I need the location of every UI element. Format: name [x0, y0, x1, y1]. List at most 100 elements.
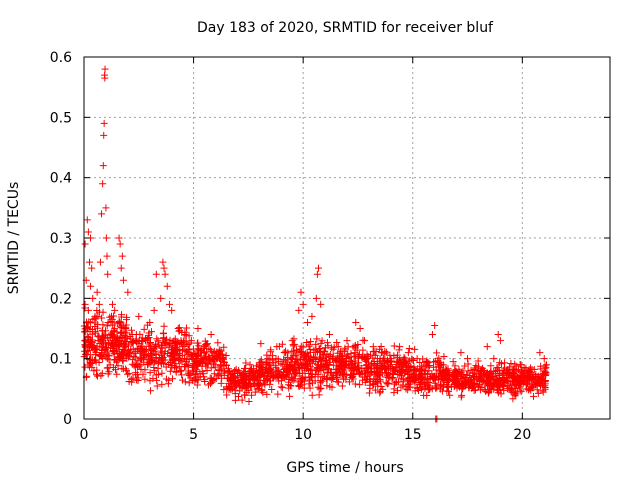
data-point: [542, 364, 550, 372]
data-point: [342, 360, 350, 368]
data-point: [308, 312, 316, 320]
data-point: [443, 375, 451, 383]
data-point: [396, 343, 404, 351]
data-point: [426, 382, 434, 390]
data-point: [476, 378, 484, 386]
data-point: [242, 364, 250, 372]
data-point: [120, 331, 128, 339]
data-point: [191, 377, 199, 385]
data-point: [270, 373, 278, 381]
data-point: [218, 354, 226, 362]
data-point: [214, 355, 222, 363]
data-point: [92, 349, 100, 357]
data-point: [350, 366, 358, 374]
data-point: [405, 363, 413, 371]
data-point: [282, 357, 290, 365]
data-point: [322, 356, 330, 364]
data-point: [405, 383, 413, 391]
tick-labels: 0 5 10 15 20 0 0.1 0.2 0.3 0.4 0.5 0.6: [50, 50, 532, 443]
data-point: [433, 384, 441, 392]
data-point: [136, 342, 144, 350]
data-point: [238, 379, 246, 387]
data-point: [160, 322, 168, 330]
data-point: [110, 356, 118, 364]
data-point: [529, 374, 537, 382]
data-point: [489, 382, 497, 390]
data-point: [90, 367, 98, 375]
data-point: [405, 344, 413, 352]
data-point: [477, 367, 485, 375]
data-point: [278, 384, 286, 392]
data-point: [394, 357, 402, 365]
data-point: [85, 258, 93, 266]
data-point: [269, 352, 277, 360]
data-point: [526, 364, 534, 372]
data-point: [166, 351, 174, 359]
data-point: [263, 368, 271, 376]
data-point: [81, 240, 89, 248]
data-point: [512, 384, 520, 392]
data-point: [316, 379, 324, 387]
data-point: [131, 349, 139, 357]
data-point: [291, 340, 299, 348]
data-point: [141, 375, 149, 383]
data-point: [306, 356, 314, 364]
data-point: [496, 337, 504, 345]
data-point: [231, 396, 239, 404]
data-point: [179, 376, 187, 384]
data-point: [160, 334, 168, 342]
data-point: [123, 313, 131, 321]
data-point: [207, 364, 215, 372]
data-point: [247, 367, 255, 375]
data-point: [227, 385, 235, 393]
data-point: [313, 270, 321, 278]
data-point: [413, 383, 421, 391]
data-point: [243, 382, 251, 390]
data-point: [290, 335, 298, 343]
data-point: [150, 344, 158, 352]
data-point: [84, 228, 92, 236]
data-point: [501, 378, 509, 386]
data-point: [133, 363, 141, 371]
data-point: [187, 374, 195, 382]
data-point: [321, 344, 329, 352]
data-point: [256, 380, 264, 388]
data-point: [101, 74, 109, 82]
data-point: [464, 360, 472, 368]
data-point: [356, 381, 364, 389]
data-point: [96, 258, 104, 266]
data-point: [338, 382, 346, 390]
data-point: [206, 380, 214, 388]
data-point: [84, 361, 92, 369]
data-point: [503, 385, 511, 393]
data-point: [361, 378, 369, 386]
data-point: [411, 345, 419, 353]
data-point: [528, 376, 536, 384]
data-point: [306, 384, 314, 392]
data-point: [241, 391, 249, 399]
data-point: [93, 366, 101, 374]
data-point: [116, 336, 124, 344]
data-point: [314, 361, 322, 369]
data-point: [164, 380, 172, 388]
data-point: [393, 360, 401, 368]
data-point: [417, 372, 425, 380]
data-point: [378, 349, 386, 357]
data-point: [431, 374, 439, 382]
data-point: [98, 210, 106, 218]
data-point: [116, 353, 124, 361]
data-point: [481, 380, 489, 388]
data-point: [394, 371, 402, 379]
data-point: [220, 367, 228, 375]
data-point: [383, 380, 391, 388]
data-point: [87, 318, 95, 326]
data-point: [93, 372, 101, 380]
data-point: [409, 356, 417, 364]
data-point: [98, 369, 106, 377]
data-point: [148, 358, 156, 366]
data-point: [437, 382, 445, 390]
data-point: [399, 375, 407, 383]
data-point: [146, 352, 154, 360]
data-point: [90, 345, 98, 353]
x-tick-label: 20: [513, 427, 531, 443]
